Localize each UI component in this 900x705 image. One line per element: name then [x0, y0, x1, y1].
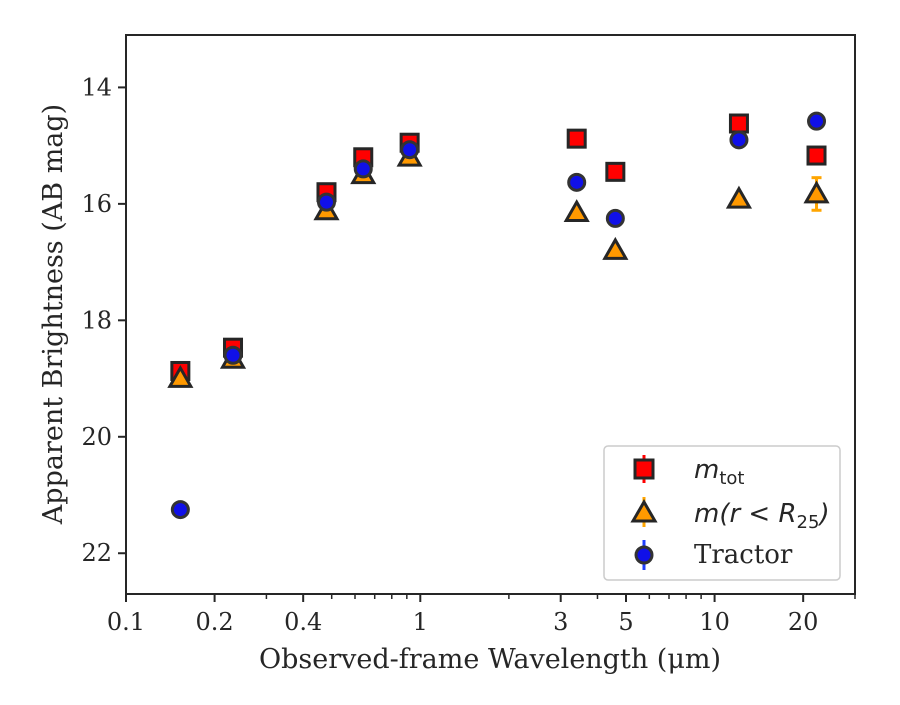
data-point-mr25 [563, 199, 590, 222]
x-axis-minor-ticks [265, 594, 856, 599]
x-tick-label: 0.2 [196, 608, 234, 636]
data-point-mr25 [803, 180, 830, 204]
y-tick-label: 14 [81, 73, 112, 101]
data-point-tractor [807, 111, 827, 131]
data-point-tractor [605, 208, 625, 228]
markers-layer [167, 111, 830, 520]
x-axis-ticks: 0.1 0.2 0.4 1 3 5 10 20 [107, 594, 819, 636]
legend-square-marker [633, 458, 655, 480]
data-point-mtot [566, 128, 587, 149]
y-axis-label: Apparent Brightness (AB mag) [38, 104, 69, 525]
data-point-mtot [605, 161, 626, 182]
data-point-tractor [223, 345, 243, 365]
data-point-tractor [316, 192, 336, 212]
legend-entry-tractor: Tractor [634, 540, 793, 570]
x-axis-label: Observed-frame Wavelength (μm) [259, 644, 721, 675]
data-point-tractor [567, 172, 587, 192]
legend-entry-mr25: m(r < R25) [630, 497, 830, 533]
legend: mtot m(r < R25) Tractor [603, 445, 841, 581]
legend-entry-mtot: mtot [633, 455, 744, 489]
data-point-mtot [806, 145, 827, 166]
x-tick-label: 3 [553, 608, 568, 636]
plot-frame [125, 34, 856, 595]
legend-label-mtot: mtot [694, 455, 744, 489]
data-point-mr25 [167, 365, 194, 388]
data-point-tractor [729, 130, 749, 150]
legend-circle-marker [634, 545, 654, 565]
data-point-tractor [353, 159, 373, 179]
y-tick-label: 18 [81, 306, 112, 334]
legend-triangle-marker [630, 499, 658, 523]
x-tick-label: 1 [413, 608, 428, 636]
y-axis-ticks: 14 16 18 20 22 [81, 73, 126, 567]
legend-label-tractor: Tractor [694, 540, 793, 570]
x-tick-label: 0.4 [284, 608, 322, 636]
x-tick-label: 5 [618, 608, 633, 636]
data-point-tractor [400, 140, 420, 160]
data-point-tractor [170, 500, 190, 520]
x-tick-label: 0.1 [107, 608, 145, 636]
x-tick-label: 20 [788, 608, 819, 636]
y-tick-label: 20 [81, 423, 112, 451]
y-tick-label: 16 [81, 190, 112, 218]
data-point-mtot [728, 113, 749, 134]
legend-label-mr25: m(r < R25) [694, 499, 830, 533]
legend-box [603, 445, 841, 581]
x-tick-label: 10 [699, 608, 730, 636]
y-tick-label: 22 [81, 539, 112, 567]
data-point-mr25 [602, 236, 629, 260]
data-point-mr25 [725, 185, 753, 209]
